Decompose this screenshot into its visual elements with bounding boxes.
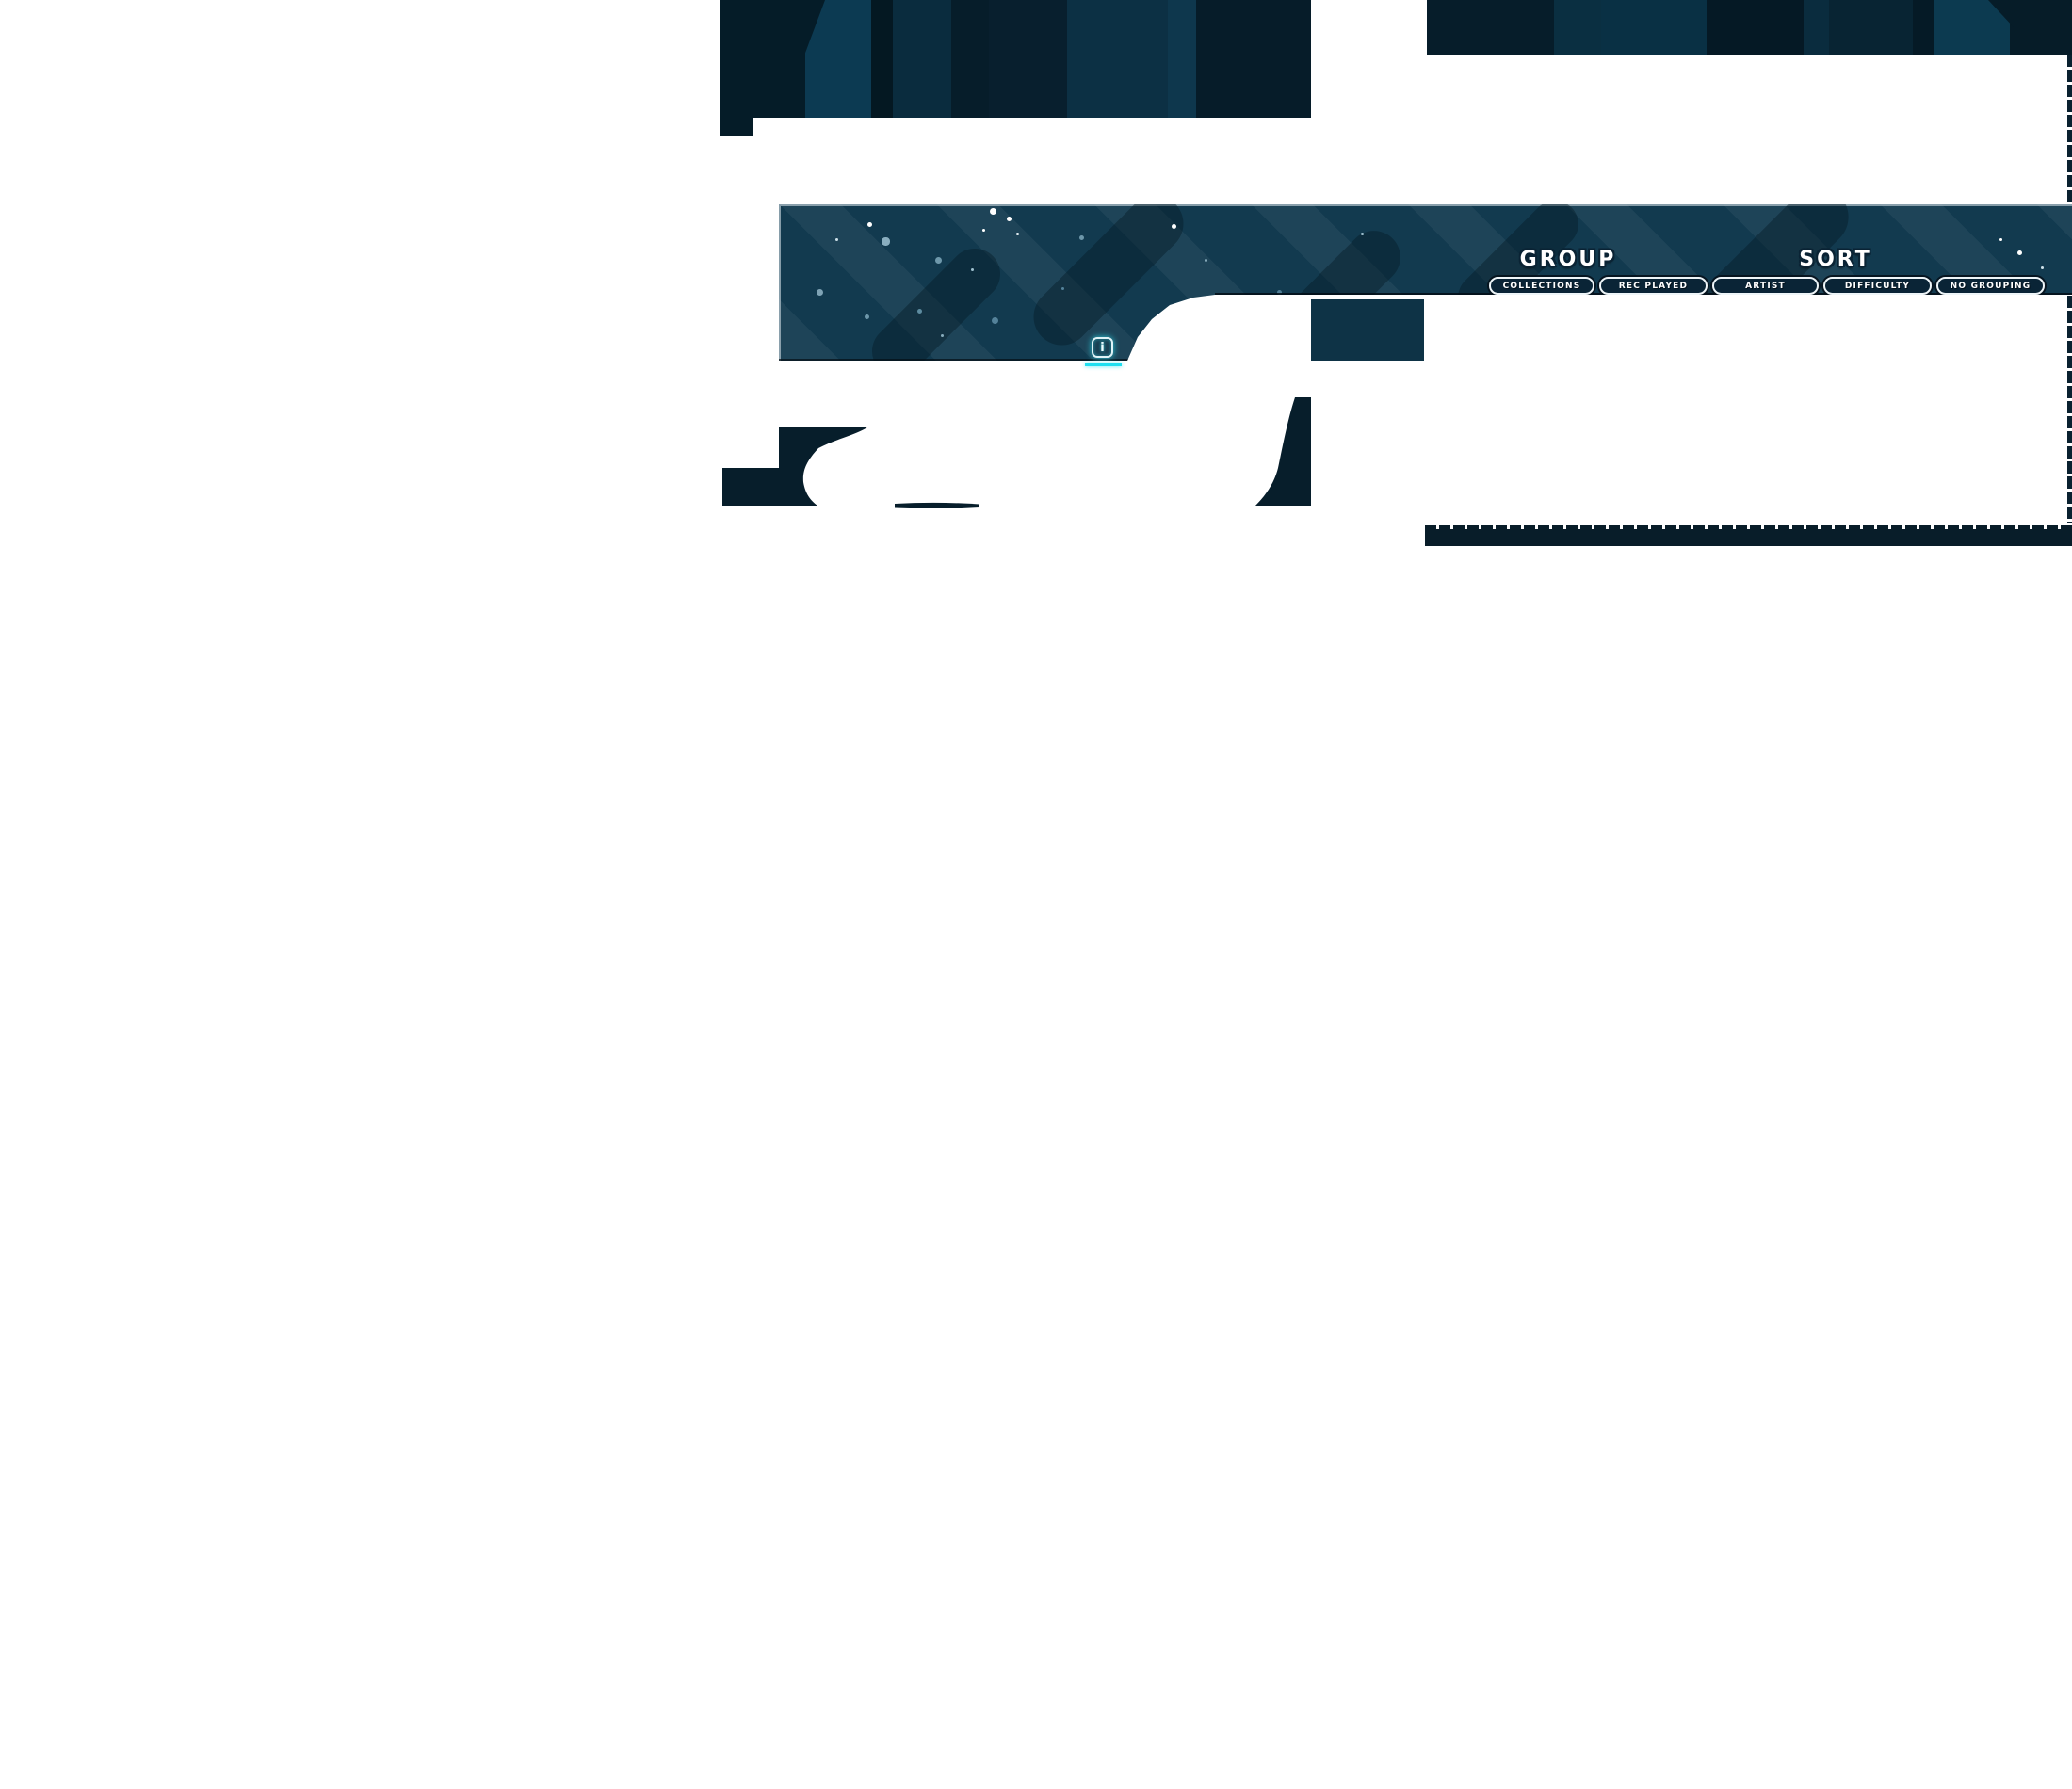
sort-artist-button[interactable]: ARTIST — [1712, 277, 1819, 295]
sort-difficulty-button[interactable]: DIFFICULTY — [1823, 277, 1932, 295]
background-triangle-notch — [1988, 0, 2015, 28]
group-sort-button-row: COLLECTIONS REC PLAYED ARTIST DIFFICULTY… — [1489, 277, 2045, 295]
group-collections-button[interactable]: COLLECTIONS — [1489, 277, 1594, 295]
fragment-left-stepped-shape — [722, 427, 868, 506]
banner-particles — [779, 204, 782, 207]
background-triangle-shape — [805, 0, 871, 118]
background-image-fragment-foot — [720, 117, 753, 136]
background-image-fragment-topright — [1427, 0, 2072, 55]
fragment-curved-slash — [1255, 397, 1311, 506]
group-recently-played-button[interactable]: REC PLAYED — [1599, 277, 1708, 295]
selection-underline — [1085, 363, 1122, 366]
background-image-fragment-topleft — [720, 0, 1311, 118]
fragment-thin-sliver — [895, 502, 979, 508]
group-header: GROUP — [1519, 248, 1617, 271]
info-icon[interactable]: i — [1092, 337, 1113, 358]
sort-no-grouping-button[interactable]: NO GROUPING — [1936, 277, 2045, 295]
sort-header: SORT — [1799, 248, 1872, 271]
beatmap-carousel-fragment — [1425, 525, 2072, 546]
songselect-top-banner: GROUP SORT COLLECTIONS REC PLAYED ARTIST… — [779, 204, 2072, 361]
panel-fragment — [1311, 299, 1424, 361]
banner-capsule-decoration — [861, 237, 1012, 361]
banner-bottom-border-left — [779, 359, 1141, 361]
banner-capsule-decoration — [1022, 204, 1195, 357]
